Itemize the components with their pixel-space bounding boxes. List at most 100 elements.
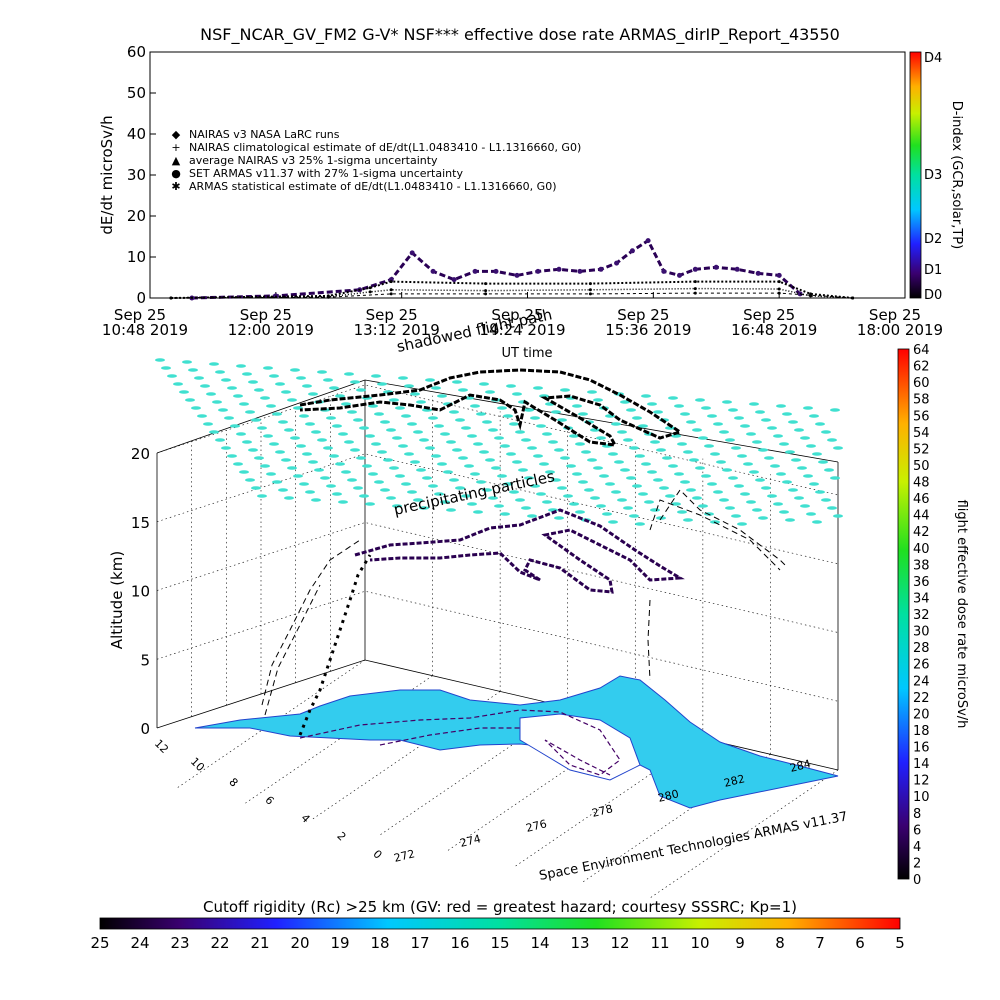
dose-tick-label: 16	[913, 741, 930, 756]
particle-dot	[380, 420, 390, 424]
particle-dot	[821, 498, 831, 502]
particle-dot	[269, 374, 279, 378]
x3-tick-label: 276	[525, 817, 549, 835]
series-point	[389, 292, 393, 296]
series-point	[493, 268, 499, 274]
particle-dot	[569, 434, 579, 438]
particle-dot	[632, 484, 642, 488]
particle-dot	[332, 492, 342, 496]
particle-dot	[374, 412, 384, 416]
particle-dot	[347, 410, 357, 414]
particle-dot	[452, 380, 462, 384]
series-point	[661, 268, 667, 274]
particle-dot	[728, 476, 738, 480]
series-point	[692, 266, 698, 272]
particle-dot	[689, 458, 699, 462]
3d-x-axis: 272 274 276 278 280 282 284	[393, 757, 813, 865]
particle-dot	[419, 438, 429, 442]
particle-dot	[758, 516, 768, 520]
particle-dot	[779, 510, 789, 514]
particle-dot	[284, 496, 294, 500]
particle-dot	[404, 384, 414, 388]
particle-dot	[554, 448, 564, 452]
particle-dot	[233, 462, 243, 466]
particle-dot	[602, 512, 612, 516]
particle-dot	[539, 462, 549, 466]
series-point	[368, 286, 372, 290]
particle-dot	[548, 440, 558, 444]
particle-dot	[446, 508, 456, 512]
particle-dot	[374, 480, 384, 484]
particle-dot	[575, 510, 585, 514]
particle-dot	[629, 514, 639, 518]
particle-dot	[284, 428, 294, 432]
dindex-tick-label: D3	[924, 168, 942, 183]
ts-xtick-label-time: 12:00 2019	[228, 321, 314, 339]
cutoff-colorbar-ticks: 25 24 23 22 21 20 19 18 17 16 15 14 13 12 11 10 9 8 7 6 5	[90, 934, 904, 952]
dose-colorbar-ticks: 0246810121416182022242628303234363840424…	[913, 343, 930, 888]
dose-tick-label: 0	[913, 873, 921, 888]
particle-dot	[410, 392, 420, 396]
ground-track-dashed	[299, 709, 621, 776]
particle-dot	[752, 508, 762, 512]
dose-tick-label: 10	[913, 790, 930, 805]
dose-tick-label: 18	[913, 724, 930, 739]
particle-dot	[770, 464, 780, 468]
particle-dot	[806, 444, 816, 448]
particle-dot	[653, 478, 663, 482]
particle-dot	[338, 432, 348, 436]
particle-dot	[443, 470, 453, 474]
particle-dot	[266, 404, 276, 408]
particle-dot	[509, 490, 519, 494]
dose-colorbar-label: flight effective dose rate microSv/h	[954, 500, 969, 729]
ts-xtick-label-time: 18:00 2019	[857, 321, 943, 339]
particle-dot	[815, 490, 825, 494]
particle-dot	[221, 378, 231, 382]
dose-tick-label: 8	[913, 807, 921, 822]
cutoff-tick-label: 9	[735, 934, 745, 952]
particle-dot	[530, 416, 540, 420]
ts-ytick-label: 30	[127, 166, 146, 184]
particle-dot	[323, 446, 333, 450]
particle-dot	[431, 386, 441, 390]
particle-dot	[260, 464, 270, 468]
particle-dot	[167, 374, 177, 378]
particle-dot	[341, 470, 351, 474]
particle-dot	[389, 398, 399, 402]
particle-dot	[263, 434, 273, 438]
particle-dot	[695, 466, 705, 470]
particle-dot	[458, 456, 468, 460]
particle-dot	[479, 382, 489, 386]
particle-dot	[398, 376, 408, 380]
particle-dot	[638, 424, 648, 428]
floor-gridline	[311, 691, 501, 820]
particle-dot	[203, 422, 213, 426]
ts-xtick-label-date: Sep 25	[617, 306, 669, 324]
particle-dot	[737, 522, 747, 526]
particle-dot	[473, 442, 483, 446]
particle-dot	[803, 474, 813, 478]
particle-dot	[713, 422, 723, 426]
series-point	[326, 295, 330, 299]
ts-xtick-label-time: 10:48 2019	[102, 321, 188, 339]
particle-dot	[755, 410, 765, 414]
particle-dot	[740, 492, 750, 496]
timeseries-y-axis: 0 10 20 30 40 50 60	[127, 43, 156, 307]
particle-dot	[302, 384, 312, 388]
particle-dot	[806, 512, 816, 516]
particle-dot	[611, 490, 621, 494]
particle-dot	[812, 520, 822, 524]
x3-tick-label: 272	[393, 847, 417, 865]
series-point	[645, 238, 651, 244]
particle-dot	[179, 390, 189, 394]
particle-dot	[386, 428, 396, 432]
dose-tick-label: 32	[913, 608, 930, 623]
wall-gridline	[156, 453, 839, 565]
series-point	[556, 266, 562, 272]
particle-dot	[200, 384, 210, 388]
wall-gridline	[156, 522, 839, 633]
series-point	[777, 291, 781, 295]
altitude-tick-label: 15	[131, 514, 150, 532]
legend-entry: average NAIRAS v3 25% 1-sigma uncertaint…	[189, 154, 438, 167]
particle-dot	[536, 492, 546, 496]
